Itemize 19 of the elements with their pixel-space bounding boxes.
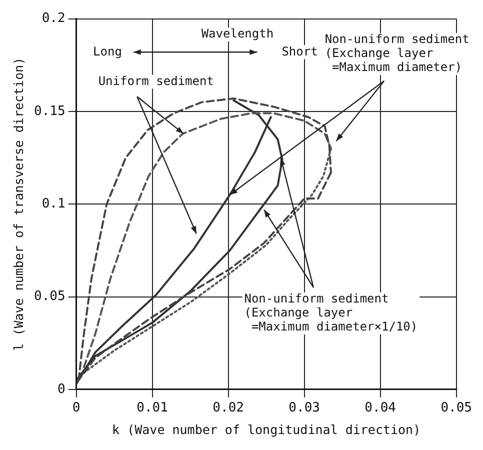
annotation: Non-uniform sediment (Exchange layer =Maximum diameter) xyxy=(324,32,470,74)
x-tick-label: 0.03 xyxy=(288,400,320,416)
annotation: Wavelength xyxy=(201,26,274,41)
annotation: Non-uniform sediment (Exchange layer =Maximum diameter×1/10) xyxy=(244,292,418,334)
annotation: Long xyxy=(93,44,122,58)
x-tick-label: 0.01 xyxy=(136,400,168,416)
x-axis-title: k (Wave number of longitudinal direction) xyxy=(112,422,421,437)
x-tick-label: 0.04 xyxy=(364,400,396,416)
x-tick-label: 0.02 xyxy=(212,400,244,416)
y-tick-label: 0.1 xyxy=(42,196,66,212)
x-tick-label: 0.05 xyxy=(440,400,472,416)
x-tick-label: 0 xyxy=(72,400,80,416)
y-tick-label: 0 xyxy=(57,382,66,397)
y-tick-label: 0.05 xyxy=(34,289,66,304)
y-tick-label: 0.2 xyxy=(42,11,66,26)
annotation: Uniform sediment xyxy=(98,74,214,88)
annotation: Short xyxy=(282,44,318,58)
y-tick-label: 0.15 xyxy=(34,104,66,119)
y-axis-title: l (Wave number of transverse direction) xyxy=(10,57,26,351)
